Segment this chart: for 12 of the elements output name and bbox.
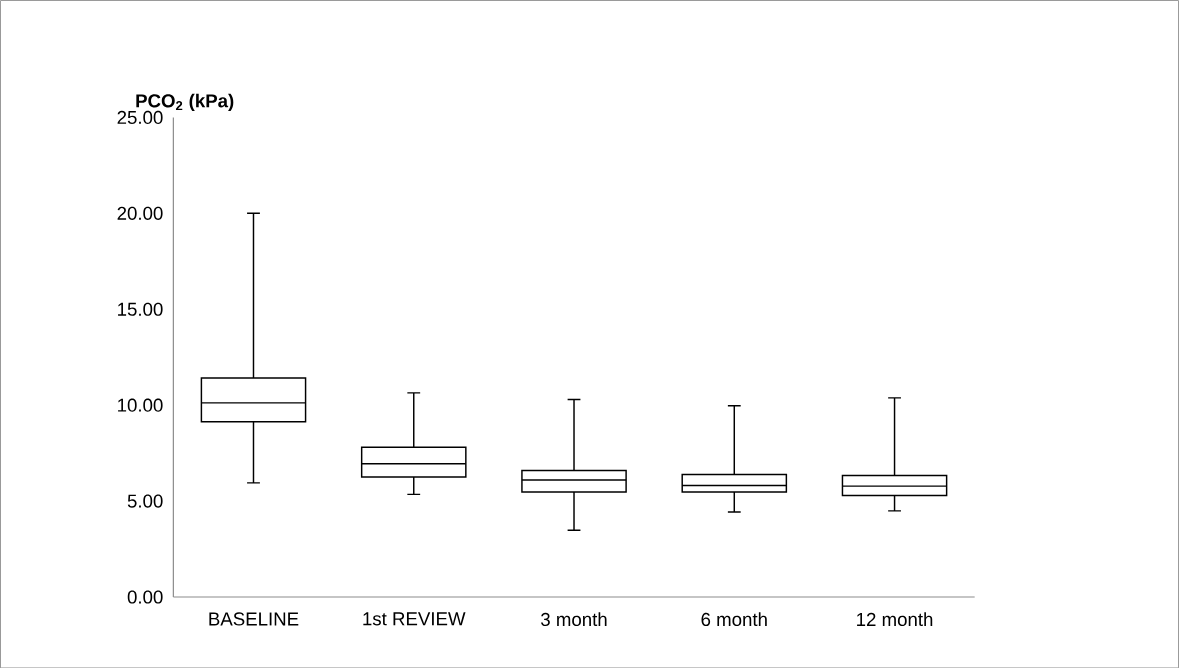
x-tick-label: BASELINE: [209, 612, 299, 626]
y-tick-label: 5.00: [127, 494, 163, 508]
y-tick-label: 25.00: [117, 110, 163, 124]
x-tick-label: 1st REVIEW: [363, 612, 466, 626]
y-tick-label: 10.00: [118, 398, 163, 412]
y-tick-label: 20.00: [117, 206, 163, 220]
x-tick-label: 3 month: [541, 612, 607, 626]
y-axis-title: PCO$_{2}$ (kPa): [136, 93, 234, 111]
y-tick-label: 0.00: [127, 590, 163, 604]
y-tick-label: 15.00: [118, 302, 163, 316]
x-tick-label: 12 month: [857, 612, 933, 626]
x-tick-label: 6 month: [701, 612, 767, 626]
